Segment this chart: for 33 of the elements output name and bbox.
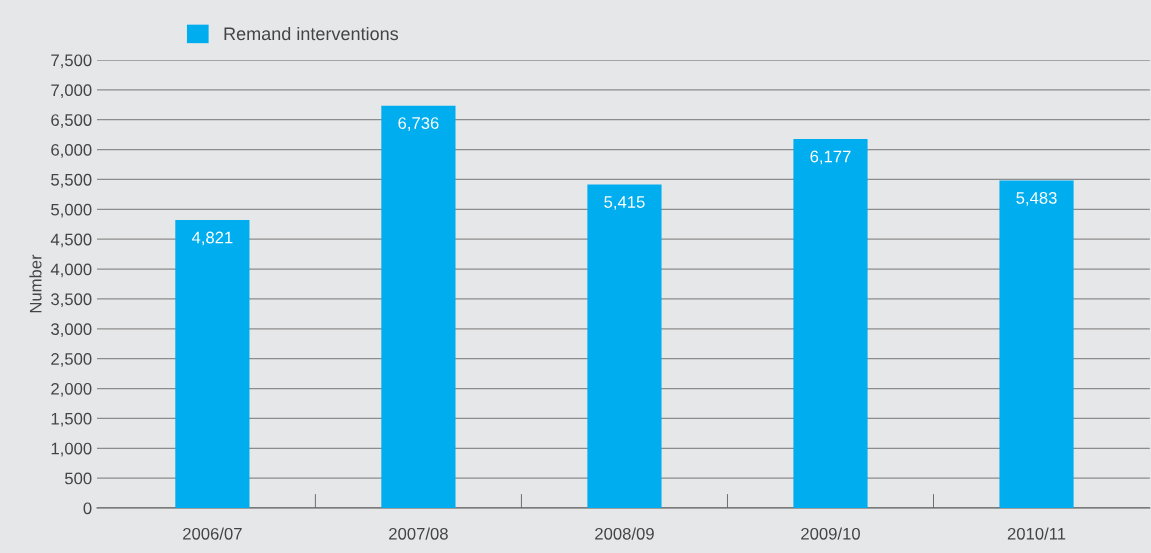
y-tick-label: 3,500	[51, 293, 92, 308]
text: 6,736	[398, 117, 439, 131]
y-tick-label: 0	[83, 502, 92, 515]
y-tick-label: 6,000	[51, 144, 92, 158]
y-tick-label: 6,500	[51, 114, 92, 128]
text: 5,483	[1016, 192, 1057, 206]
y-tick-label: 7,500	[51, 54, 92, 69]
y-tick-label: 7,000	[51, 84, 92, 99]
y-tick-label: 2,000	[51, 382, 92, 397]
x-tick-label: 2009/10	[801, 527, 860, 540]
x-tick-label: 2007/08	[389, 527, 448, 540]
bar	[793, 139, 868, 508]
text: 6,177	[810, 150, 851, 165]
bar	[999, 180, 1074, 508]
x-tick-label: 2006/07	[183, 527, 242, 540]
y-tick-label: 4,500	[50, 233, 92, 248]
bar	[381, 105, 456, 508]
y-tick-label: 1,500	[51, 412, 92, 427]
y-tick-label: 5,500	[51, 173, 92, 188]
y-tick-label: 3,000	[51, 323, 92, 337]
y-tick-label: 5,000	[51, 203, 92, 218]
y-axis-title: Number	[29, 254, 42, 313]
text: 5,415	[604, 196, 645, 210]
y-tick-label: 1,000	[51, 442, 92, 457]
y-tick-label: 4,000	[50, 263, 92, 278]
text: 4,821	[191, 231, 233, 246]
y-tick-label: 500	[65, 472, 92, 485]
x-tick-label: 2008/09	[595, 527, 654, 540]
bar	[587, 184, 662, 508]
x-tick-label: 2010/11	[1007, 527, 1066, 540]
y-tick-label: 2,500	[51, 353, 92, 367]
legend-label: Remand interventions	[224, 26, 399, 41]
bar	[175, 220, 250, 508]
